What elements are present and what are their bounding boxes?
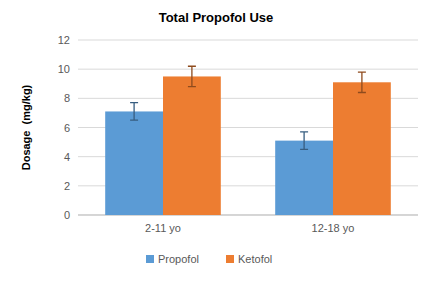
y-tick-label: 0	[64, 209, 70, 221]
x-tick-label: 12-18 yo	[312, 222, 355, 234]
bar	[105, 111, 163, 215]
y-axis-label: Dosage (mg/kg)	[20, 84, 32, 170]
error-bar	[358, 72, 366, 92]
y-tick-label: 10	[58, 63, 70, 75]
grid-line	[78, 69, 418, 70]
error-bar	[300, 132, 308, 150]
legend-label: Propofol	[158, 253, 199, 265]
y-tick-label: 2	[64, 180, 70, 192]
y-tick-label: 12	[58, 34, 70, 46]
legend: Propofol Ketofol	[146, 253, 272, 265]
bar	[275, 141, 333, 215]
legend-swatch	[146, 255, 154, 263]
y-tick-label: 8	[64, 92, 70, 104]
y-tick-label: 6	[64, 122, 70, 134]
bar	[163, 76, 221, 215]
chart: Total Propofol Use Dosage (mg/kg) 0 2 4 6 8 10 1…	[0, 0, 432, 281]
bar	[333, 82, 391, 215]
error-bar	[130, 103, 138, 121]
y-tick-label: 4	[64, 151, 70, 163]
legend-label: Ketofol	[238, 253, 272, 265]
legend-swatch	[226, 255, 234, 263]
error-bar	[188, 66, 196, 86]
plot-marks	[105, 66, 391, 215]
title: Total Propofol Use	[159, 10, 274, 25]
x-tick-label: 2-11 yo	[145, 222, 181, 234]
grid-line	[78, 40, 418, 41]
